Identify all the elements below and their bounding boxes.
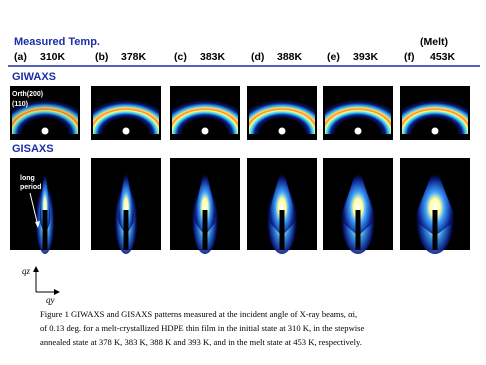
- panel-letter: (b): [95, 51, 108, 63]
- axis-label: qz: [22, 266, 31, 276]
- beam-stop: [42, 210, 48, 250]
- caption-line: Figure 1 GIWAXS and GISAXS patterns meas…: [40, 309, 357, 319]
- panel-temp: 453K: [430, 51, 456, 63]
- annotation: period: [20, 184, 41, 191]
- axis-icon: qz qy: [22, 266, 60, 305]
- section-giwaxs: GIWAXS: [12, 71, 56, 83]
- panel-letter: (f): [404, 51, 415, 63]
- beam-stop: [431, 127, 439, 135]
- panel-temp: 393K: [353, 51, 379, 63]
- gisaxs-streak: [414, 165, 456, 236]
- gisaxs-streak: [193, 165, 217, 236]
- gisaxs-streak: [267, 165, 297, 236]
- beam-stop: [123, 210, 129, 250]
- beam-stop: [279, 210, 285, 250]
- caption: Figure 1 GIWAXS and GISAXS patterns meas…: [40, 309, 365, 347]
- beam-stop: [41, 127, 49, 135]
- annotation: (110): [12, 101, 28, 108]
- beam-stop: [355, 210, 361, 250]
- axis-label: qy: [46, 295, 55, 305]
- giwaxs-ring: [12, 88, 78, 134]
- header-title: Measured Temp.: [14, 36, 100, 48]
- beam-stop: [432, 210, 438, 250]
- beam-stop: [354, 127, 362, 135]
- giwaxs-ring: [402, 88, 468, 134]
- gisaxs-streak: [39, 165, 51, 236]
- giwaxs-ring: [93, 88, 159, 134]
- caption-line: of 0.13 deg. for a melt-crystallized HDP…: [40, 323, 365, 333]
- arrow: [29, 192, 39, 227]
- panel-temp: 310K: [40, 51, 66, 63]
- giwaxs-ring: [172, 88, 238, 134]
- caption-line: annealed state at 378 K, 383 K, 388 K an…: [40, 337, 362, 347]
- panels: [10, 86, 470, 254]
- beam-stop: [202, 210, 208, 250]
- panel-temp: 383K: [200, 51, 226, 63]
- beam-stop: [122, 127, 130, 135]
- panel-letter: (a): [14, 51, 27, 63]
- arrow-head: [35, 221, 40, 228]
- panel-temp: 378K: [121, 51, 147, 63]
- panel-letter: (e): [327, 51, 340, 63]
- beam-stop: [201, 127, 209, 135]
- giwaxs-ring: [249, 88, 315, 134]
- giwaxs-ring: [325, 88, 391, 134]
- gisaxs-streak: [340, 165, 376, 236]
- annotation: Orth(200): [12, 91, 43, 98]
- annotation: long: [20, 175, 35, 182]
- section-gisaxs: GISAXS: [12, 143, 54, 155]
- beam-stop: [278, 127, 286, 135]
- panel-temp: 388K: [277, 51, 303, 63]
- panel-letter: (d): [251, 51, 264, 63]
- gisaxs-streak: [117, 165, 135, 236]
- melt-label: (Melt): [420, 36, 448, 48]
- panel-letter: (c): [174, 51, 187, 63]
